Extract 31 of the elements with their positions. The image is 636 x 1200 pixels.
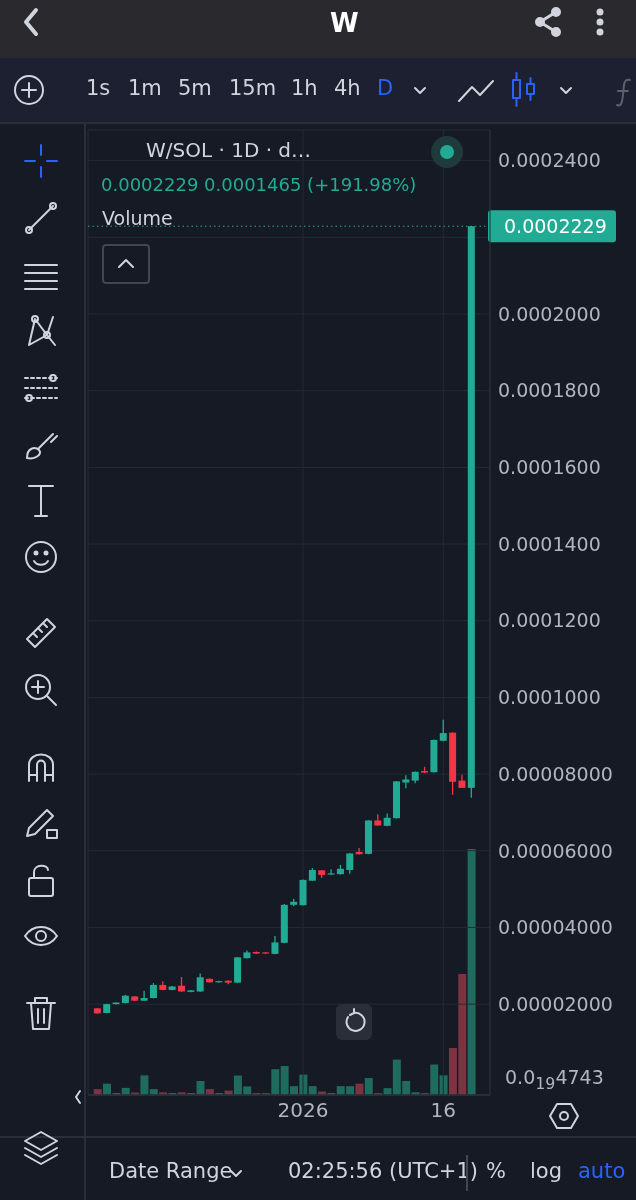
x-tick-label: 16 [430, 1098, 456, 1123]
text: W/SOL · 1D · d… [146, 138, 312, 162]
x-tick-label: 2026 [277, 1098, 329, 1123]
y-tick-label: 0.0001600 [498, 456, 601, 479]
y-tick-label: 0.0001200 [498, 609, 601, 632]
y-tick-label: 0.0001400 [498, 532, 601, 555]
y-tick-label: 0.00004000 [498, 916, 613, 939]
y-tick-label: 0.0002400 [498, 149, 601, 172]
y-tick-label: 0.00006000 [498, 839, 613, 862]
text: 5m [178, 76, 212, 100]
text: 4h [334, 76, 361, 100]
text: 1m [128, 76, 162, 100]
text: 02:25:56 (UTC+1) [288, 1159, 478, 1183]
y-tick-label: 0.00002000 [498, 992, 613, 1015]
text: 1h [291, 76, 318, 100]
y-tick-label: 0.00008000 [498, 762, 613, 785]
y-tick-label: 0.0001000 [498, 686, 601, 709]
ref-line-label: 0.0002229 [504, 215, 607, 238]
y-tick-label: 0.0002000 [498, 302, 601, 325]
text: Date Range [109, 1159, 233, 1183]
text: log [530, 1159, 563, 1183]
y-tick-label: 0.0001800 [498, 379, 601, 402]
text: 1s [86, 76, 111, 100]
chart-title: Volume [102, 207, 173, 229]
text: auto [578, 1159, 626, 1183]
text: % [486, 1159, 506, 1183]
text: 0.0$_{19}$4743 [505, 1066, 604, 1093]
text: 15m [229, 76, 277, 100]
text: D [377, 76, 394, 100]
text: 0.0002229 0.0001465 (+191.98%) [101, 174, 417, 195]
text: W [330, 8, 359, 38]
